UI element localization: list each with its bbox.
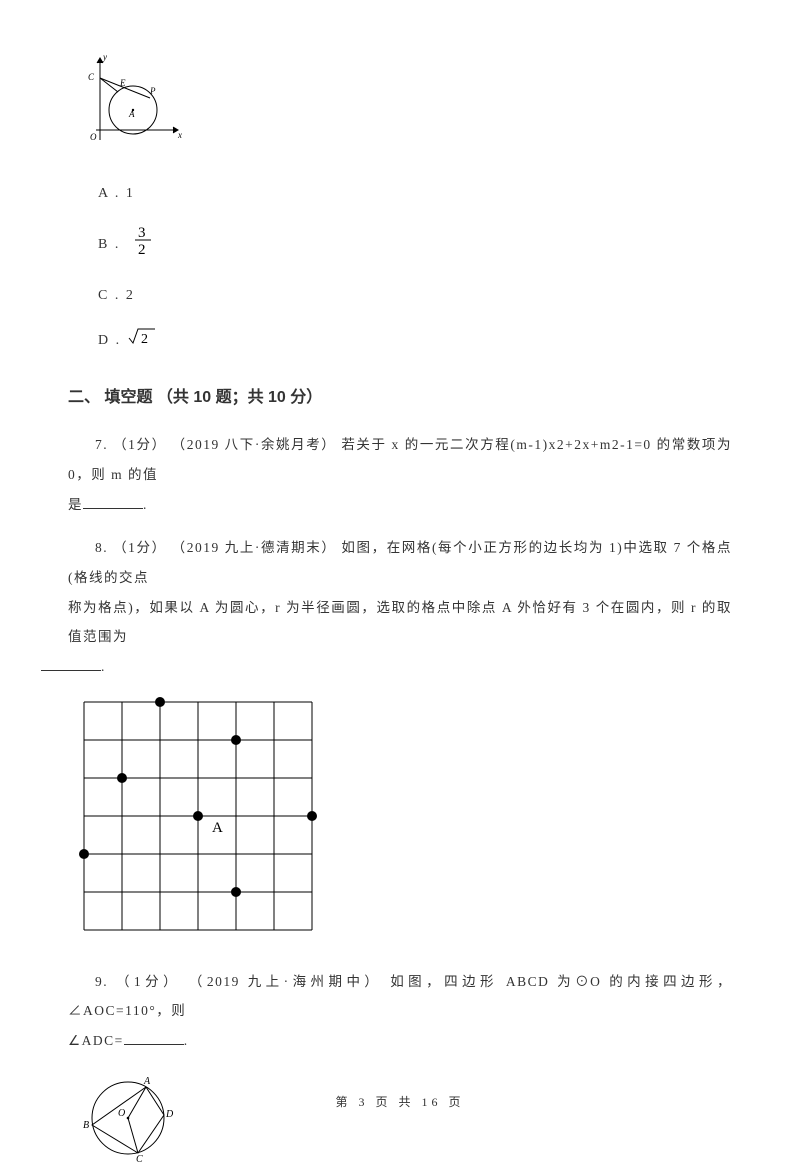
page-footer: 第 3 页 共 16 页 xyxy=(0,1093,800,1110)
option-b: B . 3 2 xyxy=(98,224,732,265)
point-C-label: C xyxy=(88,72,95,82)
svg-text:3: 3 xyxy=(138,225,148,241)
q7-blank xyxy=(83,508,143,509)
q7-suffix: . xyxy=(143,497,148,512)
svg-text:2: 2 xyxy=(141,332,150,346)
option-a-label: A xyxy=(98,186,109,201)
fraction-3-2: 3 2 xyxy=(132,224,154,265)
question-9: 9. （1分） （2019 九上·海州期中） 如图，四边形 ABCD 为⊙O 的… xyxy=(68,967,732,1056)
sqrt-2: 2 xyxy=(127,335,157,350)
q7-text-1: 7. （1分） （2019 八下·余姚月考） 若关于 x 的一元二次方程(m-1… xyxy=(68,437,732,482)
q8-text-2: 称为格点)，如果以 A 为圆心，r 为半径画圆，选取的格点中除点 A 外恰好有 … xyxy=(68,600,732,645)
label-D: D xyxy=(165,1109,174,1120)
q9-text-2: ∠ADC= xyxy=(68,1033,124,1048)
option-c: C . 2 xyxy=(98,283,732,308)
option-d: D . 2 xyxy=(98,326,732,355)
svg-text:A: A xyxy=(212,820,223,836)
q9-text-1: 9. （1分） （2019 九上·海州期中） 如图，四边形 ABCD 为⊙O 的… xyxy=(68,974,732,1019)
option-b-label: B xyxy=(98,237,109,252)
option-c-label: C xyxy=(98,288,109,303)
option-a: A . 1 xyxy=(98,181,732,206)
q7-text-2: 是 xyxy=(68,497,83,512)
option-c-value: 2 xyxy=(126,288,135,303)
grid-figure: A xyxy=(78,696,732,947)
svg-text:2: 2 xyxy=(138,242,148,256)
inscribed-quad-figure: A B C D O xyxy=(78,1070,732,1176)
option-d-label: D xyxy=(98,333,110,348)
q8-blank xyxy=(41,670,101,671)
question-8: 8. （1分） （2019 九上·德清期末） 如图，在网格(每个小正方形的边长均… xyxy=(68,533,732,681)
point-O-label: O xyxy=(90,132,97,142)
point-E-label: E xyxy=(119,78,126,88)
axis-y-label: y xyxy=(102,52,107,62)
q9-blank xyxy=(124,1044,184,1045)
question-7: 7. （1分） （2019 八下·余姚月考） 若关于 x 的一元二次方程(m-1… xyxy=(68,430,732,519)
label-C: C xyxy=(136,1154,143,1165)
q8-text-1: 8. （1分） （2019 九上·德清期末） 如图，在网格(每个小正方形的边长均… xyxy=(68,540,732,585)
q9-suffix: . xyxy=(184,1033,189,1048)
label-A: A xyxy=(143,1076,151,1087)
section-2-title: 二、 填空题 （共 10 题；共 10 分） xyxy=(68,384,732,413)
q8-suffix: . xyxy=(101,659,106,674)
coord-circle-figure: y x C E P O A xyxy=(78,50,732,161)
axis-x-label: x xyxy=(177,130,182,140)
option-a-value: 1 xyxy=(126,186,135,201)
point-P-label: P xyxy=(149,86,156,96)
label-B: B xyxy=(83,1120,89,1131)
